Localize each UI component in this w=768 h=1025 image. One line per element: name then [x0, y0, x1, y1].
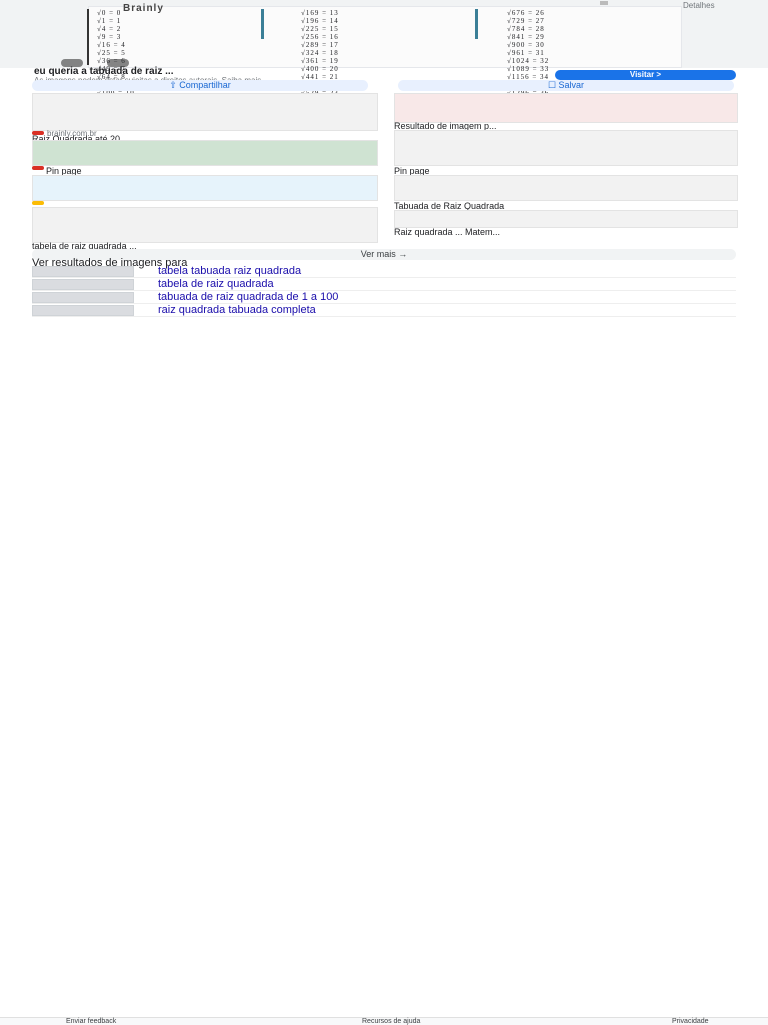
table-left-row: √25 = 5 [97, 49, 126, 57]
thumb-2[interactable] [394, 93, 738, 123]
related-thumb [32, 305, 134, 316]
related-item[interactable]: tabela de raiz quadrada [32, 278, 736, 291]
visit-button[interactable]: Visitar > [555, 70, 736, 80]
pole-icon [87, 9, 89, 65]
result-title[interactable]: eu queria a tabuada de raiz ... [34, 66, 174, 77]
table-mid-row: √324 = 18 [301, 49, 339, 57]
title-4[interactable]: Pin page [394, 166, 430, 176]
title-5[interactable]: Tabuada de Raiz Quadrada [394, 201, 505, 211]
footer: Enviar feedback Recursos de ajuda Privac… [0, 1017, 768, 1025]
table-left-row: √36 = 6 [97, 57, 126, 65]
table-right-row: √1024 = 32 [507, 57, 550, 65]
table-right-row: √900 = 30 [507, 41, 545, 49]
table-mid-row: √400 = 20 [301, 65, 339, 73]
table-right-row: √729 = 27 [507, 17, 545, 25]
table-right-row: √676 = 26 [507, 9, 545, 17]
table-mid-row: √256 = 16 [301, 33, 339, 41]
thumb-2b[interactable] [394, 130, 738, 166]
table-mid-row: √225 = 15 [301, 25, 339, 33]
table-divider-2 [475, 9, 478, 39]
table-right-row: √784 = 28 [507, 25, 545, 33]
title-1[interactable]: Raiz Quadrada até 20 [32, 134, 121, 144]
related-label[interactable]: tabuada de raiz quadrada de 1 a 100 [158, 291, 339, 303]
table-left-row: √0 = 0 [97, 9, 122, 17]
source-favicon-3 [32, 166, 44, 170]
related-list: tabela tabuada raiz quadrada tabela de ra… [32, 265, 736, 317]
related-thumb [32, 292, 134, 303]
related-label[interactable]: tabela de raiz quadrada [158, 278, 274, 290]
expand-icon[interactable] [600, 1, 608, 5]
related-label[interactable]: tabela tabuada raiz quadrada [158, 265, 302, 277]
source-1: brainly.com.br [47, 129, 97, 138]
source-title: Brainly [123, 3, 164, 14]
shadow-icon [61, 59, 83, 67]
grid-extra-title[interactable]: tabela de raiz quadrada ... [32, 241, 137, 251]
table-mid-row: √441 = 21 [301, 73, 339, 81]
table-right-row: √841 = 29 [507, 33, 545, 41]
thumb-3[interactable] [32, 140, 378, 166]
shadow-icon-2 [107, 59, 129, 67]
feedback-link[interactable]: Enviar feedback [66, 1018, 117, 1025]
table-divider [261, 9, 264, 39]
table-mid-row: √289 = 17 [301, 41, 339, 49]
table-left-row: √4 = 2 [97, 25, 122, 33]
thumb-6[interactable] [32, 207, 378, 243]
title-3[interactable]: Pin page [46, 166, 82, 176]
related-thumb [32, 266, 134, 277]
related-item[interactable]: tabela tabuada raiz quadrada [32, 265, 736, 278]
table-left-row: √1 = 1 [97, 17, 122, 25]
table-left-row: √16 = 4 [97, 41, 126, 49]
thumb-4[interactable] [32, 175, 378, 201]
help-link[interactable]: Recursos de ajuda [362, 1018, 421, 1025]
source-favicon-1 [32, 131, 44, 135]
thumb-5[interactable] [394, 175, 738, 201]
table-mid-row: √361 = 19 [301, 57, 339, 65]
table-right-row: √1156 = 34 [507, 73, 550, 81]
table-right-row: √961 = 31 [507, 49, 545, 57]
share-button[interactable]: ⇧ Compartilhar [32, 80, 368, 91]
related-item[interactable]: tabuada de raiz quadrada de 1 a 100 [32, 291, 736, 304]
table-left-row: √9 = 3 [97, 33, 122, 41]
table-right-row: √1089 = 33 [507, 65, 550, 73]
table-mid-row: √196 = 14 [301, 17, 339, 25]
table-left-row: √49 = 7 [97, 65, 126, 73]
details-label[interactable]: Detalhes [683, 1, 715, 10]
table-mid-row: √169 = 13 [301, 9, 339, 17]
related-item[interactable]: raiz quadrada tabuada completa [32, 304, 736, 317]
title-2[interactable]: Resultado de imagem p... [394, 121, 497, 131]
related-thumb [32, 279, 134, 290]
title-6[interactable]: Raiz quadrada ... Matem... [394, 227, 501, 237]
privacy-link[interactable]: Privacidade [672, 1018, 709, 1025]
save-button[interactable]: ☐ Salvar [398, 80, 734, 91]
image-preview-card[interactable]: Brainly √0 = 0 √1 = 1 √4 = 2 √9 = 3 √16 = 4 √… [61, 3, 682, 113]
see-more-button[interactable]: Ver mais → [32, 249, 736, 260]
table-left-row: √64 = 8 [97, 73, 126, 81]
thumb-7[interactable] [394, 210, 738, 228]
related-label[interactable]: raiz quadrada tabuada completa [158, 304, 316, 316]
thumb-1[interactable] [32, 93, 378, 131]
source-favicon-5 [32, 201, 44, 205]
